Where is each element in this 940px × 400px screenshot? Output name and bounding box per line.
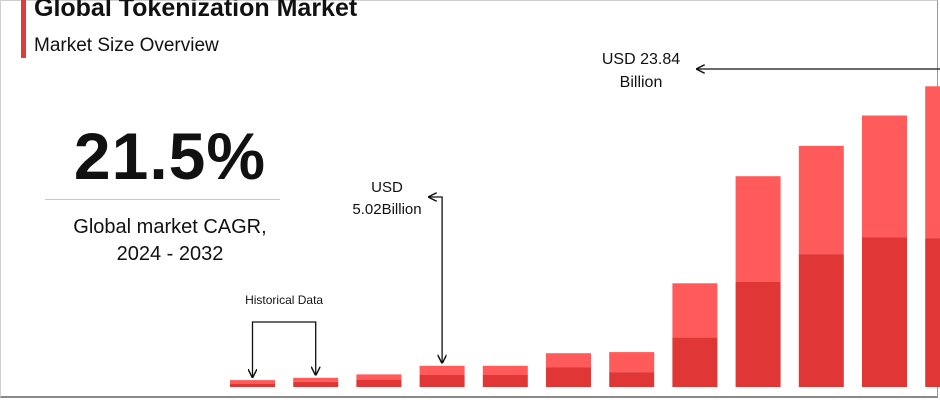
historical-data-label: Historical Data (245, 293, 323, 307)
annotations-group: Historical Data USD 5.02Billion USD 23.84 Bi… (245, 51, 940, 377)
bar-1-segment-1 (293, 377, 339, 382)
bar-11-segment-0 (925, 238, 940, 387)
bar-5-segment-1 (546, 353, 591, 368)
bar-9-segment-1 (798, 145, 844, 255)
bar-0-segment-1 (230, 380, 275, 384)
bar-2-segment-0 (356, 379, 402, 387)
bar-7-segment-0 (672, 337, 718, 387)
bar-8-segment-0 (735, 281, 781, 387)
bar-6-segment-0 (609, 372, 655, 387)
cagr-value: 21.5% (73, 119, 267, 193)
bar-1-segment-0 (293, 381, 339, 387)
bars-group (230, 86, 940, 387)
callout-2-arrow (697, 69, 940, 83)
bar-2-segment-1 (356, 374, 402, 380)
callout-1-arrow (429, 197, 442, 363)
cagr-label-line2: 2024 - 2032 (116, 243, 224, 265)
bar-10-segment-1 (862, 115, 907, 238)
callout-2-line1: USD 23.84 (602, 51, 680, 68)
bar-10-segment-0 (862, 237, 907, 387)
callout-2-line2: Billion (620, 74, 663, 91)
cagr-label-line1: Global market CAGR, (73, 216, 267, 238)
chart-subtitle: Market Size Overview (34, 35, 219, 56)
bar-4-segment-1 (482, 365, 528, 375)
title-accent-bar (21, 0, 26, 58)
bar-8-segment-1 (735, 176, 781, 282)
bar-3-segment-0 (419, 375, 465, 387)
bar-9-segment-0 (798, 254, 844, 387)
bar-5-segment-0 (546, 367, 591, 387)
chart-title: Global Tokenization Market (34, 0, 358, 22)
historical-data-bracket (253, 321, 316, 377)
bar-0-segment-0 (230, 383, 275, 387)
bar-6-segment-1 (609, 352, 655, 373)
bar-3-segment-1 (419, 365, 465, 375)
cagr-divider (45, 199, 280, 200)
callout-1-line2: 5.02Billion (352, 201, 421, 218)
bar-4-segment-0 (482, 375, 528, 387)
bar-11-segment-1 (925, 86, 940, 239)
cagr-label: Global market CAGR, 2024 - 2032 (20, 214, 320, 268)
bar-7-segment-1 (672, 283, 718, 338)
callout-1-line1: USD (371, 179, 403, 196)
